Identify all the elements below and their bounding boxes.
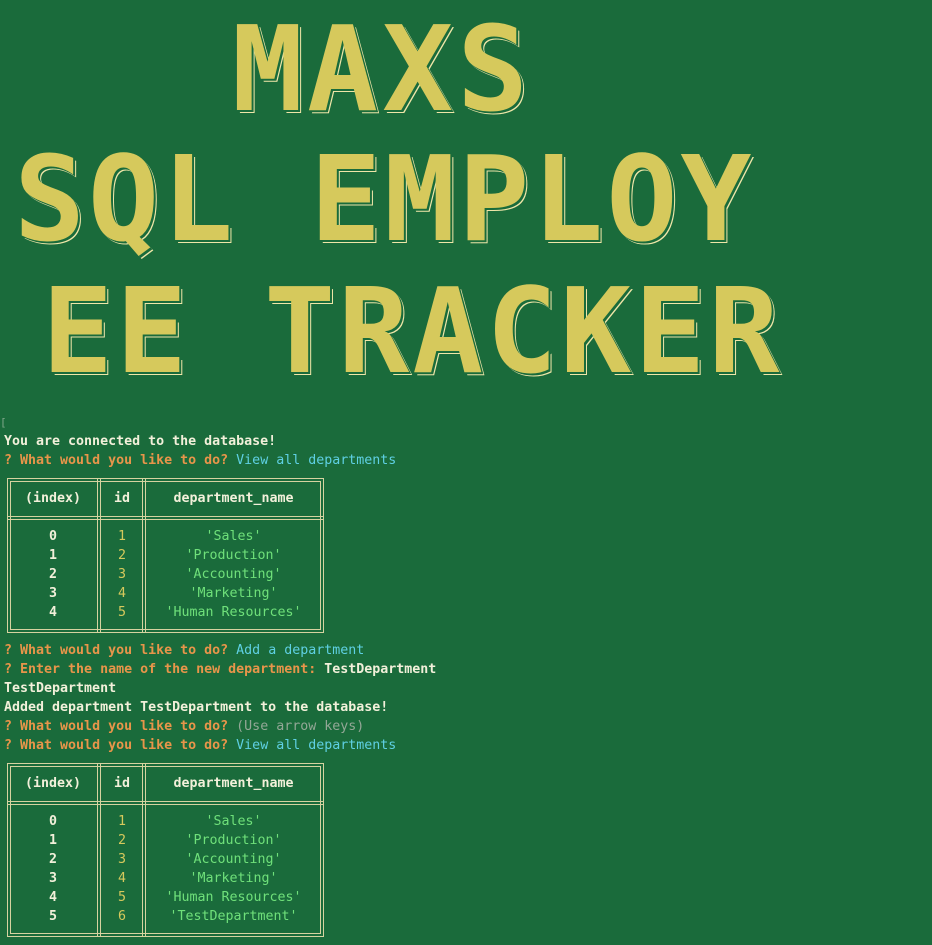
cell-index: 0: [48, 529, 57, 544]
cell-index: 1: [48, 548, 57, 563]
table-row: 4 5 'Human Resources': [8, 888, 323, 907]
prompt-prefix: ?: [4, 662, 21, 677]
header-divider: [8, 516, 323, 520]
departments-table: (index) id department_name 0 1 'Sales' 1 2 'P…: [7, 478, 324, 633]
header-index: (index): [24, 491, 82, 506]
banner-line-1: MAXS: [232, 0, 533, 138]
table-row: 2 3 'Accounting': [8, 850, 323, 869]
prompt-line: ? What would you like to do? View all de…: [4, 451, 396, 470]
cell-department-name: 'Human Resources': [165, 890, 302, 905]
cell-id: 3: [117, 852, 126, 867]
cell-id: 6: [117, 909, 126, 924]
prompt-line: ? What would you like to do? Add a depar…: [4, 641, 364, 660]
header-id: id: [113, 776, 130, 791]
table-row: 0 1 'Sales': [8, 527, 323, 546]
connected-message: You are connected to the database!: [4, 434, 277, 449]
prompt-answer: Add a department: [236, 643, 365, 658]
header-department-name: department_name: [173, 776, 294, 791]
cell-id: 1: [117, 814, 126, 829]
cell-index: 2: [48, 567, 57, 582]
arrow-keys-hint: (Use arrow keys): [236, 719, 365, 734]
cell-id: 2: [117, 833, 126, 848]
ascii-banner: MAXS SQL EMPLOY EE TRACKER: [0, 0, 932, 400]
prompt-prefix: ?: [4, 738, 21, 753]
prompt-prefix: ?: [4, 453, 21, 468]
cell-index: 5: [48, 909, 57, 924]
table-row: 3 4 'Marketing': [8, 584, 323, 603]
table-row: 4 5 'Human Resources': [8, 603, 323, 622]
cell-department-name: 'Sales': [205, 814, 262, 829]
table-row: 3 4 'Marketing': [8, 869, 323, 888]
prompt-line: ? What would you like to do? (Use arrow …: [4, 717, 364, 736]
added-message: Added department TestDepartment to the d…: [4, 700, 389, 715]
cell-index: 0: [48, 814, 57, 829]
column-divider: [97, 479, 101, 632]
header-department-name: department_name: [173, 491, 294, 506]
prompt-line: ? Enter the name of the new department: …: [4, 660, 436, 679]
cell-department-name: 'Production': [185, 548, 282, 563]
banner-line-3: EE TRACKER: [42, 262, 783, 400]
table-row: 0 1 'Sales': [8, 812, 323, 831]
column-divider: [97, 764, 101, 936]
cell-index: 1: [48, 833, 57, 848]
prompt-prefix: ?: [4, 719, 21, 734]
cell-id: 3: [117, 567, 126, 582]
departments-table: (index) id department_name 0 1 'Sales' 1 2 'P…: [7, 763, 324, 937]
prompt-question: What would you like to do?: [20, 453, 229, 468]
cell-department-name: 'Marketing': [189, 586, 278, 601]
table-row: 2 3 'Accounting': [8, 565, 323, 584]
prompt-answer: View all departments: [236, 453, 397, 468]
prompt-line: ? What would you like to do? View all de…: [4, 736, 396, 755]
cell-id: 4: [117, 871, 126, 886]
cell-index: 3: [48, 871, 57, 886]
table-row: 5 6 'TestDepartment': [8, 907, 323, 926]
cell-index: 4: [48, 890, 57, 905]
gutter-mark: [: [0, 416, 7, 429]
cell-department-name: 'Sales': [205, 529, 262, 544]
cell-index: 4: [48, 605, 57, 620]
entered-value: TestDepartment: [324, 662, 437, 677]
cell-department-name: 'Accounting': [185, 567, 282, 582]
cell-id: 4: [117, 586, 126, 601]
table-inner-border: [10, 481, 321, 630]
table-row: 1 2 'Production': [8, 546, 323, 565]
header-index: (index): [24, 776, 82, 791]
cell-department-name: 'Production': [185, 833, 282, 848]
table-inner-border: [10, 766, 321, 934]
cell-id: 5: [117, 605, 126, 620]
cell-department-name: 'Human Resources': [165, 605, 302, 620]
column-divider: [142, 479, 146, 632]
banner-line-2: SQL EMPLOY: [14, 130, 755, 268]
prompt-question: What would you like to do?: [20, 719, 229, 734]
prompt-question: What would you like to do?: [20, 643, 229, 658]
enter-name-question: Enter the name of the new department:: [20, 662, 317, 677]
prompt-prefix: ?: [4, 643, 21, 658]
cell-id: 1: [117, 529, 126, 544]
column-divider: [142, 764, 146, 936]
cell-id: 2: [117, 548, 126, 563]
prompt-question: What would you like to do?: [20, 738, 229, 753]
echo-value: TestDepartment: [4, 681, 117, 696]
cell-department-name: 'TestDepartment': [169, 909, 298, 924]
cell-department-name: 'Marketing': [189, 871, 278, 886]
cell-id: 5: [117, 890, 126, 905]
prompt-answer: View all departments: [236, 738, 397, 753]
cell-index: 3: [48, 586, 57, 601]
header-divider: [8, 801, 323, 805]
cell-department-name: 'Accounting': [185, 852, 282, 867]
cell-index: 2: [48, 852, 57, 867]
header-id: id: [113, 491, 130, 506]
table-row: 1 2 'Production': [8, 831, 323, 850]
